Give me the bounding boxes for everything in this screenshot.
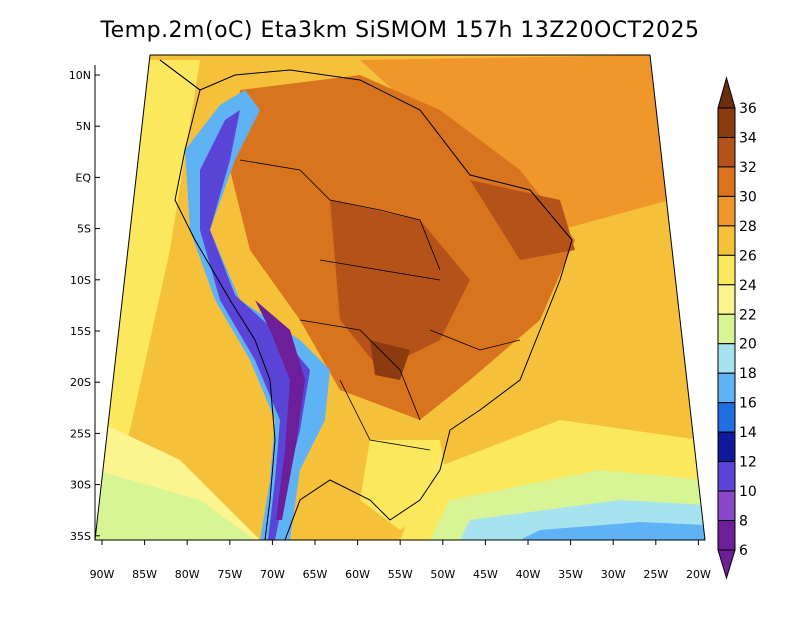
field-northeast-32 <box>470 180 575 260</box>
lon-tick-label: 50W <box>430 568 455 581</box>
lon-tick-label: 80W <box>175 568 200 581</box>
lon-tick-label: 40W <box>516 568 541 581</box>
colorbar-segment <box>717 107 736 138</box>
lon-tick-label: 30W <box>601 568 626 581</box>
latitude-axis: 10N 5N EQ 5S 10S 15S 20S 25S 30S 35S <box>69 69 100 543</box>
lon-tick-label: 35W <box>558 568 583 581</box>
lat-tick-label: 25S <box>70 427 91 440</box>
map-title: Temp.2m(oC) Eta3km SiSMOM 157h 13Z20OCT2… <box>100 18 700 43</box>
lon-tick-label: 20W <box>686 568 711 581</box>
lon-tick-label: 25W <box>643 568 668 581</box>
lat-tick-label: EQ <box>75 171 91 184</box>
colorbar-segment <box>717 284 736 315</box>
lat-tick-label: 5S <box>77 223 91 236</box>
colorbar-label: 10 <box>739 484 757 500</box>
lat-tick-label: 35S <box>70 530 91 543</box>
colorbar-label: 28 <box>739 219 757 235</box>
lat-tick-label: 15S <box>70 325 91 338</box>
lat-tick-label: 30S <box>70 479 91 492</box>
colorbar-segment <box>717 136 736 168</box>
colorbar-segment <box>717 490 736 522</box>
colorbar-label: 30 <box>739 189 757 205</box>
colorbar-segment <box>717 254 736 286</box>
field-southern-brazil-24 <box>360 440 450 530</box>
colorbar-segment <box>717 461 736 492</box>
colorbar-label: 6 <box>739 543 748 559</box>
colorbar-upper-arrow <box>717 76 736 109</box>
lat-tick-label: 5N <box>76 120 91 133</box>
colorbar-segment <box>717 402 736 433</box>
colorbar-label: 22 <box>739 307 757 323</box>
coastline <box>159 59 573 541</box>
lon-tick-label: 65W <box>303 568 328 581</box>
colorbar-segment <box>717 225 736 256</box>
field-interior-32 <box>330 200 470 370</box>
lon-tick-label: 75W <box>217 568 242 581</box>
colorbar-label: 20 <box>739 337 757 353</box>
colorbar-label: 34 <box>739 130 757 146</box>
colorbar-segment <box>717 166 736 197</box>
lon-tick-label: 55W <box>388 568 413 581</box>
lon-tick-label: 70W <box>260 568 285 581</box>
colorbar-label: 26 <box>739 248 757 264</box>
colorbar-segment <box>717 431 736 463</box>
temperature-field <box>95 55 705 540</box>
colorbar-label: 32 <box>739 160 757 176</box>
longitude-axis: 90W 85W 80W 75W 70W 65W 60W 55W 50W 45W 40W 35W 30W 2… <box>90 540 711 581</box>
colorbar-label: 8 <box>739 514 748 530</box>
field-atlantic-28 <box>360 55 670 230</box>
colorbar-segment <box>717 520 736 551</box>
colorbar-label: 14 <box>739 425 757 441</box>
colorbar-segment <box>717 195 736 227</box>
lat-tick-label: 10S <box>70 274 91 287</box>
lat-tick-label: 10N <box>69 69 91 82</box>
colorbar-label: 24 <box>739 278 757 294</box>
field-south-pacific-20 <box>95 470 255 540</box>
field-altiplano-6 <box>255 300 305 520</box>
political-borders <box>239 159 521 451</box>
colorbar-segment <box>717 313 736 345</box>
lat-tick-label: 20S <box>70 376 91 389</box>
colorbar-label: 12 <box>739 455 757 471</box>
lon-tick-label: 85W <box>132 568 157 581</box>
colorbar-lower-arrow <box>717 549 736 580</box>
colorbar-segment <box>717 343 736 374</box>
colorbar: 36 34 32 30 28 26 24 22 20 18 16 14 12 10 8 6 <box>717 76 757 580</box>
field-andes-10 <box>200 110 310 540</box>
field-south-atlantic-16 <box>520 522 705 540</box>
lon-tick-label: 45W <box>473 568 498 581</box>
colorbar-segment <box>717 372 736 404</box>
colorbar-label: 36 <box>739 101 757 117</box>
pacific-coastline <box>159 59 276 541</box>
colorbar-label: 18 <box>739 366 757 382</box>
colorbar-label: 16 <box>739 396 757 412</box>
lon-tick-label: 90W <box>90 568 115 581</box>
lon-tick-label: 60W <box>345 568 370 581</box>
